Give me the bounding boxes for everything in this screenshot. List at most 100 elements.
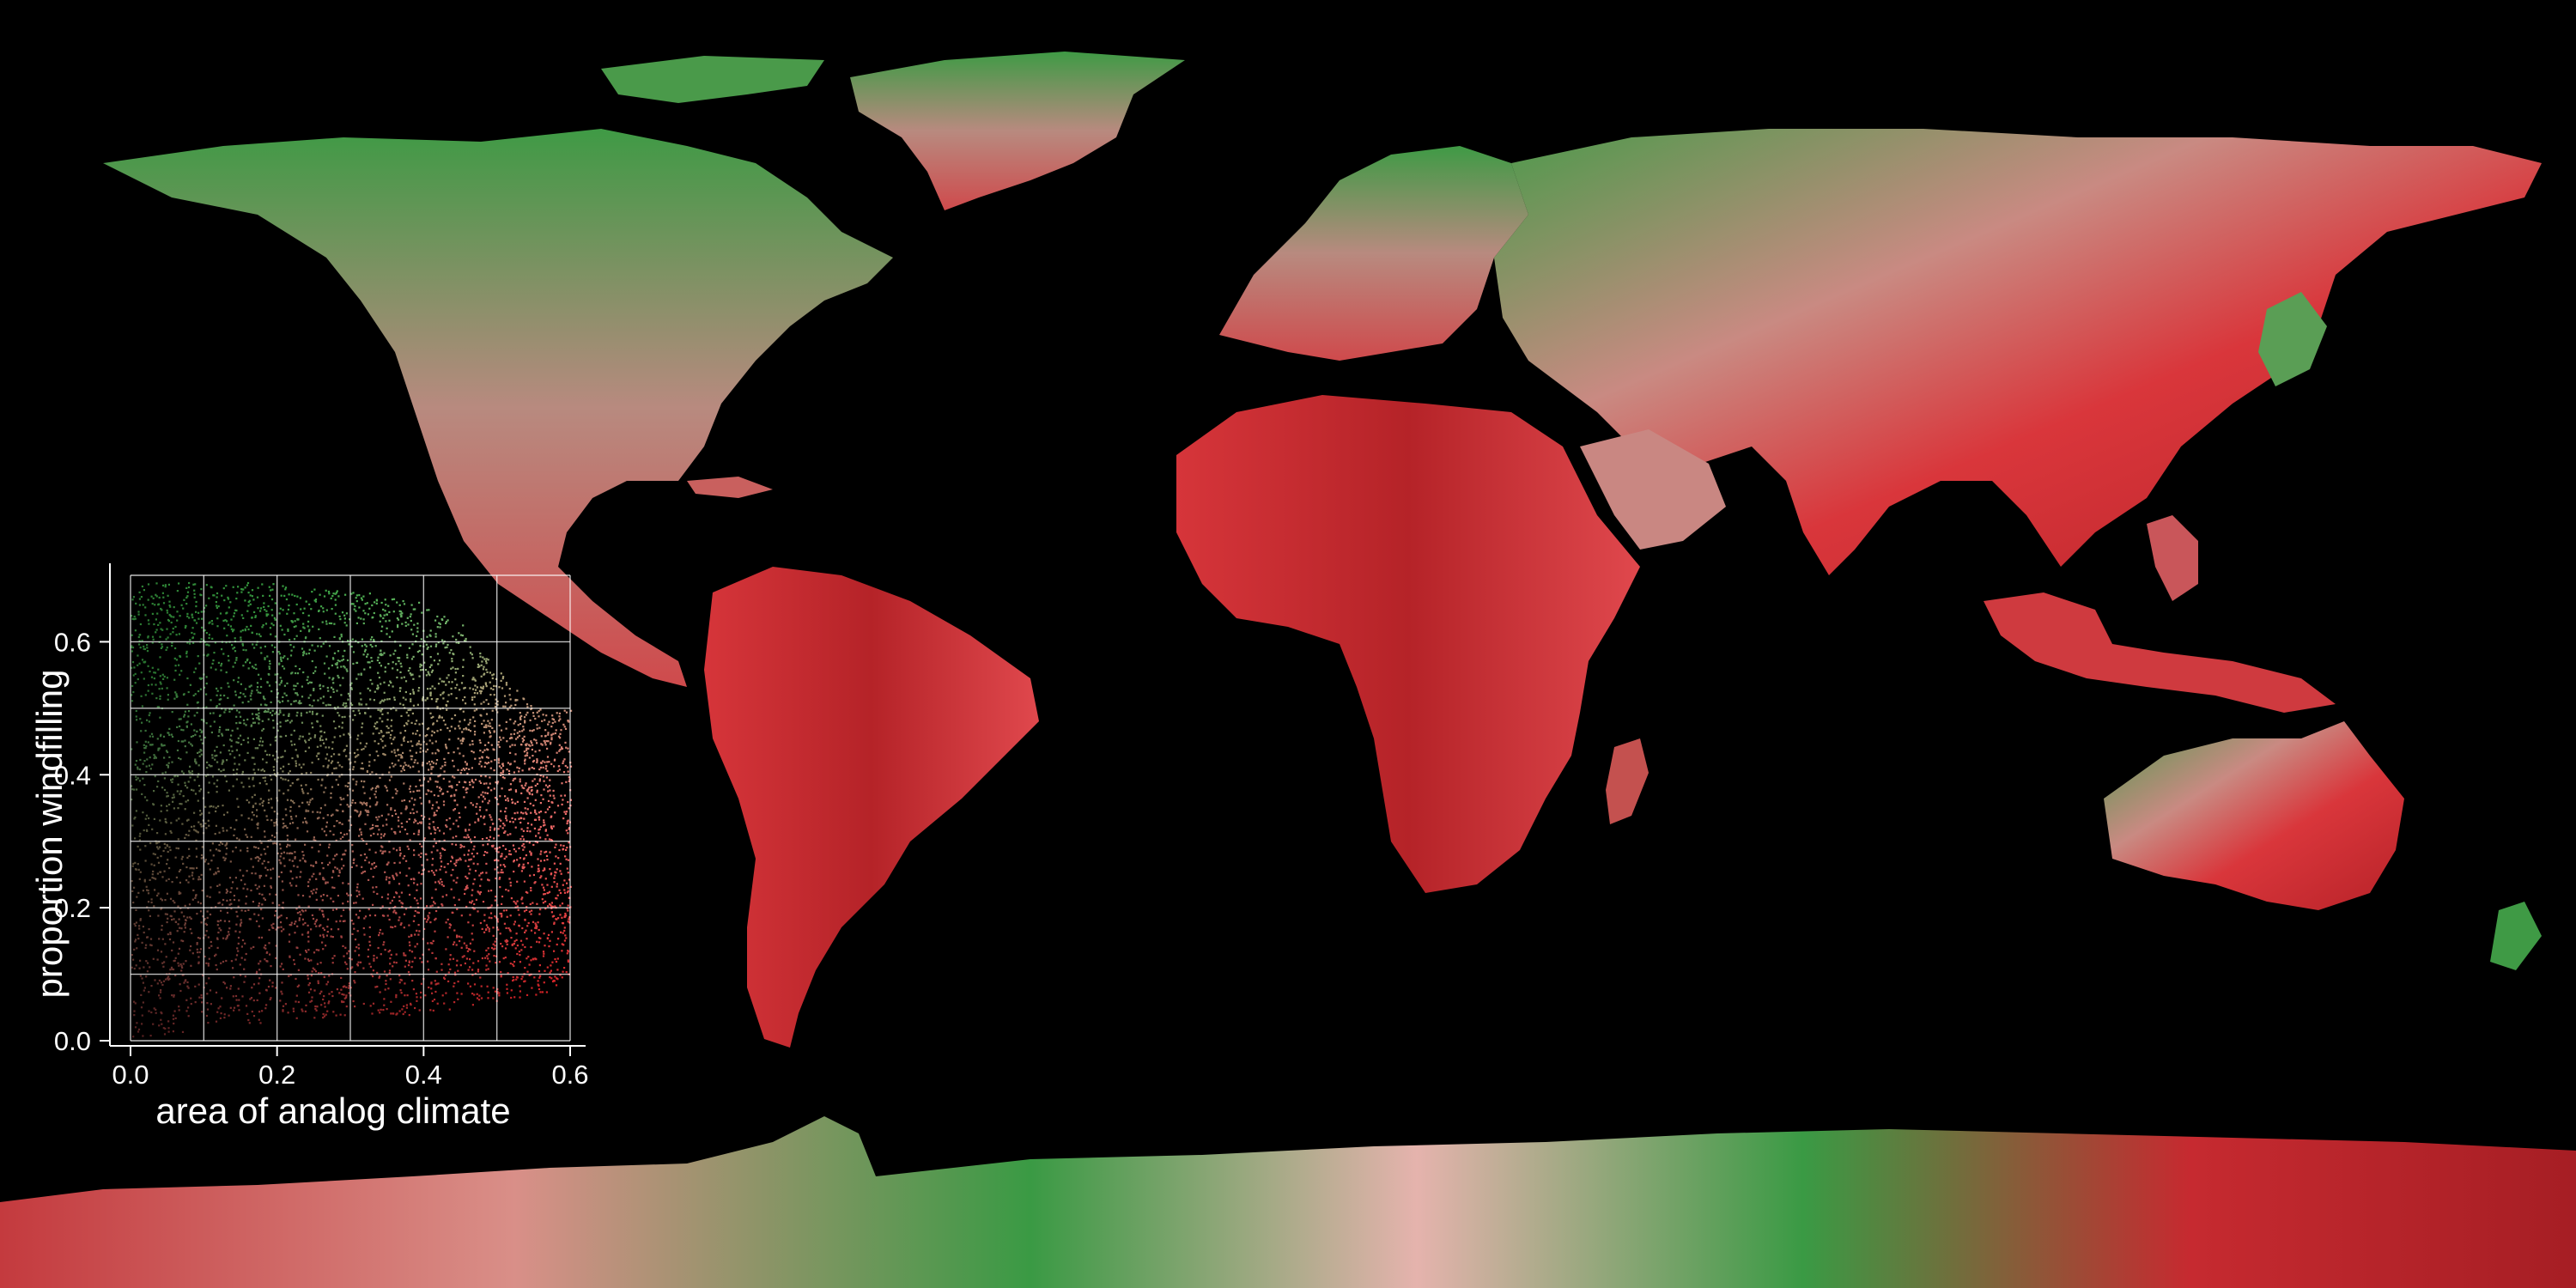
- scatter-point: [161, 743, 163, 745]
- scatter-point: [192, 878, 195, 880]
- scatter-point: [447, 971, 450, 974]
- scatter-point: [423, 837, 426, 840]
- scatter-point: [530, 913, 532, 915]
- scatter-point: [286, 682, 289, 684]
- scatter-point: [544, 829, 547, 832]
- scatter-point: [160, 951, 163, 953]
- scatter-point: [290, 703, 293, 706]
- scatter-point: [188, 903, 191, 906]
- scatter-point: [167, 794, 169, 798]
- scatter-point: [380, 665, 382, 667]
- scatter-point: [135, 810, 137, 812]
- scatter-point: [398, 854, 402, 857]
- scatter-point: [538, 828, 541, 830]
- scatter-point: [411, 712, 414, 714]
- scatter-point: [418, 1009, 421, 1012]
- scatter-point: [272, 726, 275, 729]
- scatter-point: [403, 769, 405, 771]
- scatter-point: [347, 883, 349, 885]
- scatter-point: [454, 727, 457, 730]
- scatter-point: [170, 915, 173, 918]
- scatter-point: [181, 1030, 185, 1033]
- scatter-point: [516, 732, 519, 734]
- scatter-point: [487, 926, 489, 929]
- scatter-point: [340, 694, 343, 696]
- scatter-point: [250, 858, 252, 860]
- scatter-point: [400, 979, 403, 981]
- scatter-point: [252, 778, 254, 781]
- scatter-point: [416, 651, 419, 653]
- scatter-point: [351, 638, 354, 641]
- scatter-point: [420, 822, 422, 824]
- scatter-point: [195, 761, 197, 763]
- scatter-point: [342, 882, 344, 884]
- scatter-point: [246, 835, 249, 838]
- scatter-point: [456, 908, 459, 910]
- scatter-point: [391, 828, 393, 830]
- scatter-point: [396, 676, 398, 679]
- scatter-point: [242, 693, 245, 696]
- scatter-point: [399, 754, 402, 756]
- scatter-point: [398, 754, 400, 756]
- scatter-point: [248, 786, 251, 788]
- scatter-point: [401, 1008, 404, 1011]
- scatter-point: [533, 976, 536, 979]
- scatter-point: [146, 647, 149, 649]
- scatter-point: [264, 1007, 267, 1010]
- scatter-point: [514, 826, 517, 829]
- scatter-point: [318, 817, 320, 819]
- scatter-point: [411, 633, 414, 635]
- scatter-point: [541, 744, 544, 746]
- scatter-point: [389, 949, 392, 952]
- scatter-point: [218, 703, 221, 706]
- scatter-point: [189, 867, 191, 870]
- scatter-point: [331, 991, 333, 993]
- scatter-point: [140, 596, 143, 598]
- scatter-point: [406, 833, 409, 835]
- scatter-point: [377, 786, 380, 788]
- scatter-point: [259, 647, 262, 649]
- scatter-point: [523, 846, 526, 848]
- scatter-point: [452, 868, 454, 872]
- scatter-point: [516, 699, 519, 702]
- scatter-point: [453, 862, 456, 865]
- scatter-point: [258, 1018, 260, 1021]
- scatter-point: [240, 814, 243, 817]
- scatter-point: [465, 767, 468, 769]
- scatter-point: [464, 962, 466, 965]
- scatter-point: [264, 866, 267, 869]
- scatter-point: [273, 822, 276, 824]
- scatter-point: [315, 755, 319, 757]
- scatter-point: [217, 870, 220, 872]
- scatter-point: [281, 993, 283, 995]
- scatter-point: [550, 969, 552, 972]
- scatter-point: [200, 812, 203, 815]
- scatter-point: [191, 872, 194, 874]
- scatter-point: [560, 746, 563, 749]
- scatter-point: [417, 690, 420, 692]
- scatter-point: [532, 744, 534, 746]
- scatter-point: [567, 720, 569, 722]
- scatter-point: [393, 909, 396, 912]
- scatter-point: [286, 838, 289, 841]
- scatter-point: [220, 687, 222, 690]
- scatter-point: [206, 910, 209, 913]
- scatter-point: [266, 681, 269, 683]
- scatter-point: [226, 635, 228, 637]
- scatter-point: [333, 635, 336, 638]
- scatter-point: [507, 797, 509, 799]
- scatter-point: [430, 766, 433, 769]
- scatter-point: [278, 915, 281, 918]
- scatter-point: [228, 920, 231, 923]
- scatter-point: [358, 954, 361, 957]
- scatter-point: [355, 610, 357, 612]
- scatter-point: [388, 635, 391, 638]
- scatter-point: [185, 819, 189, 822]
- scatter-point: [190, 735, 192, 738]
- scatter-point: [270, 701, 272, 703]
- scatter-point: [561, 902, 564, 905]
- scatter-point: [235, 741, 238, 744]
- scatter-point: [487, 702, 489, 705]
- scatter-point: [363, 668, 366, 671]
- scatter-point: [191, 617, 194, 619]
